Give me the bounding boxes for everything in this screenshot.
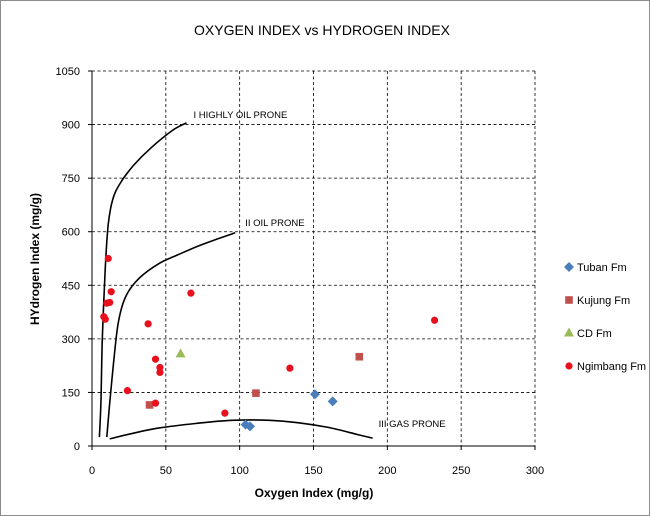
point-tuban-fm [327,396,338,407]
x-tick-label: 150 [304,465,322,477]
zone-curves: I HIGHLY OIL PRONE II OIL PRONE III GAS PR… [98,110,446,440]
point-ngimbang-fm [286,364,294,372]
y-tick-label: 900 [62,120,80,132]
legend-label-kujung-fm: Kujung Fm [577,295,630,307]
point-ngimbang-fm [107,288,115,296]
point-tuban-fm [245,421,256,432]
axes: 0 50 100 150 200 250 300 0 150 300 450 600 750 900 105… [56,66,545,477]
zone-curve-3 [109,419,373,440]
legend-label-tuban-fm: Tuban Fm [577,262,627,274]
point-ngimbang-fm [101,315,109,323]
x-tick-label: 50 [160,465,172,477]
zone-curve-2 [106,232,236,438]
legend-marker-kujung-fm [565,296,573,304]
data-points [100,254,439,432]
point-ngimbang-fm [156,368,164,377]
chart-title: OXYGEN INDEX vs HYDROGEN INDEX [194,22,451,38]
point-ngimbang-fm [221,409,229,417]
y-tick-label: 600 [62,227,80,239]
point-tuban-fm [309,389,320,400]
point-ngimbang-fm [106,298,114,307]
grid [92,70,536,446]
legend-label-ngimbang-fm: Ngimbang Fm [577,361,646,373]
zone-label-3: III GAS PRONE [379,419,446,430]
x-tick-label: 200 [378,465,396,477]
point-ngimbang-fm [187,289,195,297]
y-tick-label: 450 [62,280,80,292]
legend-label-cd-fm: CD Fm [577,328,612,340]
x-axis-title: Oxygen Index (mg/g) [255,486,374,500]
zone-curve-1 [98,122,187,438]
y-tick-label: 750 [62,173,80,185]
point-ngimbang-fm [151,399,160,407]
point-kujung-fm [145,401,154,409]
y-tick-label: 300 [62,334,80,346]
legend: Tuban Fm Kujung Fm CD Fm Ngimbang Fm [564,262,646,373]
legend-marker-tuban-fm [564,262,574,272]
point-kujung-fm [355,352,364,361]
zone-label-2: II OIL PRONE [245,218,304,229]
point-kujung-fm [252,389,260,397]
x-tick-label: 100 [230,465,248,477]
x-tick-label: 250 [452,465,470,477]
legend-marker-ngimbang-fm [565,362,573,370]
y-tick-label: 1050 [56,66,80,78]
point-ngimbang-fm [156,363,164,372]
point-ngimbang-fm [430,316,439,324]
zone-label-1: I HIGHLY OIL PRONE [194,110,288,121]
y-tick-label: 0 [74,441,80,453]
y-axis-title: HYdrogen Index (mg/g) [28,193,42,325]
legend-marker-cd-fm [564,327,574,337]
x-tick-label: 0 [89,465,95,477]
x-tick-label: 300 [526,465,544,477]
y-tick-label: 150 [62,387,80,399]
point-cd-fm [175,348,186,358]
point-ngimbang-fm [151,355,160,363]
point-ngimbang-fm [123,387,132,395]
point-ngimbang-fm [104,254,112,263]
point-ngimbang-fm [144,320,152,328]
